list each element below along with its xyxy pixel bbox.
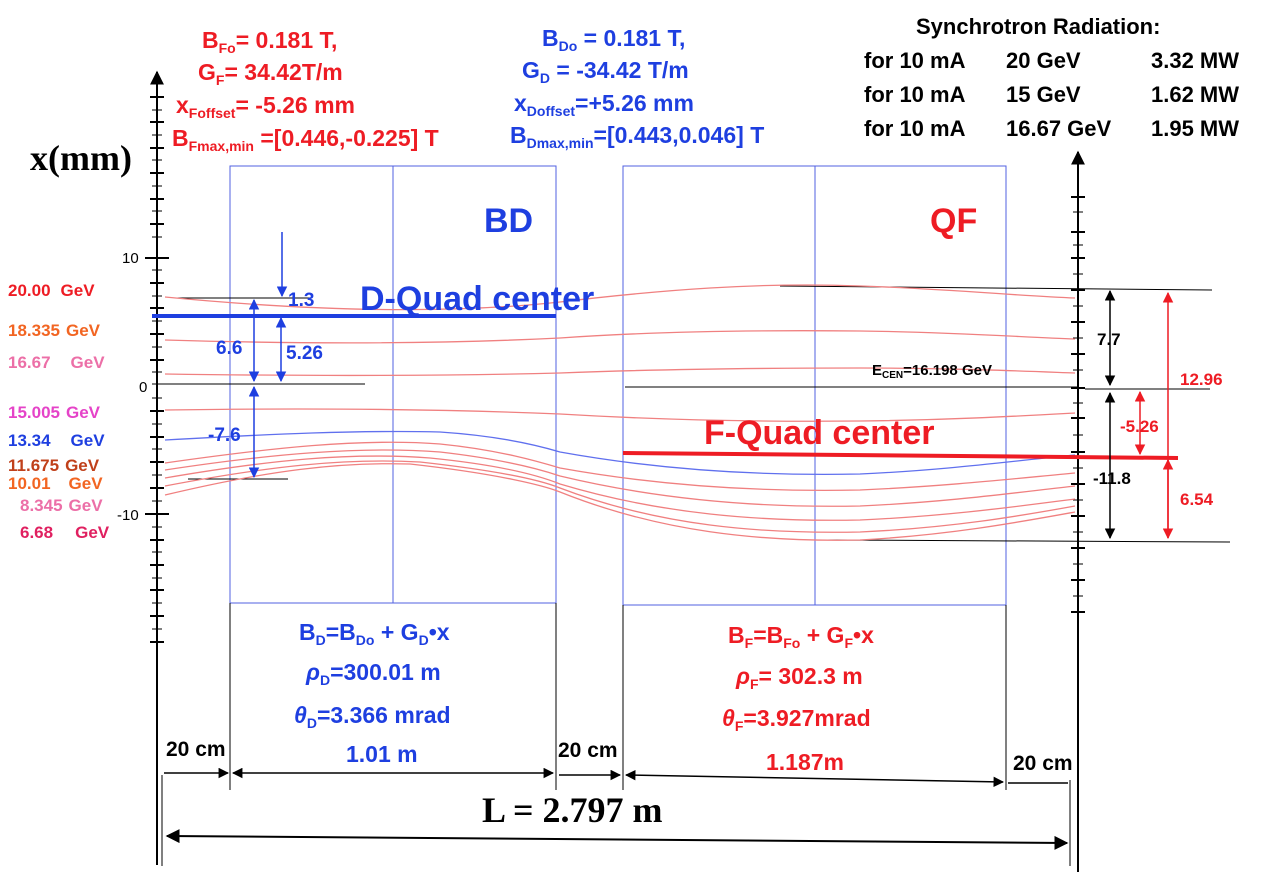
total-length-label: L = 2.797 m [482, 790, 663, 830]
energy-item: 6.68 GeV [20, 523, 110, 542]
qf-formulas: BF=BFo + GF•x ρF= 302.3 m θF=3.927mrad 1… [722, 622, 874, 775]
dim-12-96: 12.96 [1180, 370, 1223, 389]
bfmax-line: BFmax,min =[0.446,-0.225] T [172, 125, 439, 154]
ecen-label: ECEN=16.198 GeV [872, 362, 992, 381]
d-quad-params: BDo = 0.181 T, GD = -34.42 T/m xDoffset=… [510, 25, 764, 151]
right-axis [1071, 150, 1085, 872]
synchrotron-row: for 10 mA 20 GeV 3.32 MW [864, 48, 1239, 73]
bd-label: BD [484, 202, 533, 240]
bottom-dimensions: 20 cm 20 cm 20 cm L = 2.797 m [161, 603, 1073, 866]
tick-0-label: 0 [139, 379, 147, 396]
f-quad-center-label: F-Quad center [704, 414, 934, 452]
energy-item: 11.675 GeV [8, 456, 100, 475]
f-quad-center-line [622, 451, 1179, 460]
energy-item: 18.335 GeV [8, 321, 101, 340]
right-dimensions: 7.7 -11.8 12.96 -5.26 6.54 [1093, 289, 1223, 540]
qf-rho: ρF= 302.3 m [735, 663, 863, 692]
bfo-line: BFo= 0.181 T, [202, 27, 337, 56]
gap-label-3: 20 cm [1013, 752, 1073, 775]
bdo-line: BDo = 0.181 T, [542, 25, 685, 54]
dim-minus-5-26: -5.26 [1120, 417, 1159, 436]
f-quad-params: BFo= 0.181 T, GF= 34.42T/m xFoffset= -5.… [172, 27, 439, 154]
dim-minus-7-6: -7.6 [208, 425, 241, 446]
dim-minus-11-8: -11.8 [1093, 469, 1131, 488]
bdmax-line: BDmax,min=[0.443,0.046] T [510, 122, 764, 151]
qf-theta: θF=3.927mrad [722, 705, 871, 734]
energy-item: 8.345 GeV [20, 496, 103, 515]
bd-length: 1.01 m [346, 741, 418, 767]
bd-field-formula: BD=BDo + GD•x [299, 619, 450, 648]
orbit-traces [164, 284, 1076, 541]
tick-minus10-label: -10 [117, 507, 139, 524]
energy-item: 20.00 GeV [8, 281, 95, 300]
dim-1-3: 1.3 [288, 290, 314, 311]
blue-trace [164, 430, 1076, 476]
synchrotron-row: for 10 mA 15 GeV 1.62 MW [864, 82, 1239, 107]
reference-lines [152, 285, 1231, 543]
energy-item: 16.67 GeV [8, 353, 105, 372]
left-axis: x(mm) 10 0 -10 [30, 70, 169, 865]
dim-7-7: 7.7 [1097, 330, 1121, 349]
gap-label-2: 20 cm [558, 739, 618, 762]
energy-item: 13.34 GeV [8, 431, 105, 450]
d-quad-center-label: D-Quad center [360, 280, 594, 318]
qf-length: 1.187m [766, 749, 844, 775]
tick-10-label: 10 [122, 250, 139, 267]
bd-theta: θD=3.366 mrad [294, 702, 451, 731]
dim-6-6: 6.6 [216, 338, 242, 359]
xdoffset-line: xDoffset=+5.26 mm [514, 90, 694, 119]
synchrotron-row: for 10 mA 16.67 GeV 1.95 MW [864, 116, 1239, 141]
gap-label-1: 20 cm [166, 738, 226, 761]
qf-field-formula: BF=BFo + GF•x [728, 622, 874, 651]
xfoffset-line: xFoffset= -5.26 mm [176, 92, 355, 121]
left-dimensions: 1.3 6.6 5.26 -7.6 [208, 232, 323, 479]
dim-5-26: 5.26 [286, 343, 323, 364]
synchrotron-title: Synchrotron Radiation: [916, 14, 1160, 39]
synchrotron-table: Synchrotron Radiation: for 10 mA 20 GeV 3.… [864, 14, 1239, 141]
dim-6-54: 6.54 [1180, 490, 1214, 509]
bd-formulas: BD=BDo + GD•x ρD=300.01 m θD=3.366 mrad … [294, 619, 451, 767]
energy-item: 10.01 GeV [8, 474, 103, 493]
axis-label: x(mm) [30, 138, 132, 178]
qf-label: QF [930, 202, 977, 240]
gd-line: GD = -34.42 T/m [522, 57, 689, 86]
gf-line: GF= 34.42T/m [198, 59, 343, 88]
bd-rho: ρD=300.01 m [305, 659, 441, 688]
energy-legend: 20.00 GeV 18.335 GeV 16.67 GeV 15.005 GeV 13… [8, 281, 110, 542]
qf-magnet-box: QF [622, 165, 1007, 606]
energy-item: 15.005 GeV [8, 403, 101, 422]
